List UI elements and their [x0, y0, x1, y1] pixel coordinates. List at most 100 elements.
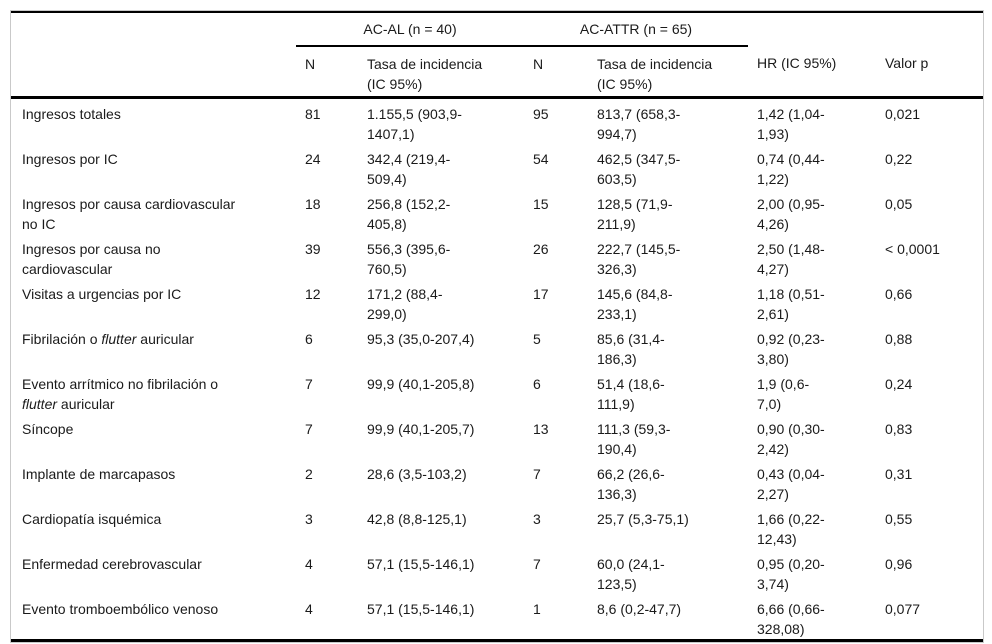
cell-tasa-acal: 57,1 (15,5-146,1) — [358, 593, 524, 642]
cell-tasa-acattr: 25,7 (5,3-75,1) — [597, 510, 689, 527]
cell-n-acattr: 7 — [533, 555, 541, 572]
table-row: Ingresos por causa cardiovascular no IC … — [11, 189, 983, 234]
table-row: Ingresos totales 81 1.155,5 (903,9- 1407… — [11, 97, 983, 144]
table-row: Evento arrítmico no fibrilación o flutte… — [11, 369, 983, 414]
cell-n-acal: 2 — [305, 465, 313, 482]
cell-n-acal: 3 — [305, 510, 313, 527]
cell-n-acal: 7 — [305, 375, 313, 392]
cell-tasa-acal: 342,4 (219,4- 509,4) — [367, 150, 451, 187]
row-label: Evento arrítmico no fibrilación o flutte… — [22, 375, 219, 412]
cell-tasa-acal: 556,3 (395,6- 760,5) — [367, 240, 451, 277]
cell-valor-p: 0,66 — [885, 285, 913, 302]
group-header-spacer — [11, 12, 296, 46]
cell-valor-p: 0,83 — [885, 420, 913, 437]
cell-valor-p: 0,55 — [885, 510, 913, 527]
cell-tasa-acal: 171,2 (88,4- 299,0) — [367, 285, 443, 322]
table-row: Enfermedad cerebrovascular 4 57,1 (15,5-… — [11, 549, 983, 594]
cell-tasa-acal: 99,9 (40,1-205,7) — [367, 420, 475, 437]
table-row: Cardiopatía isquémica 3 42,8 (8,8-125,1)… — [11, 504, 983, 549]
cell-n-acattr: 26 — [533, 240, 549, 257]
row-label: Ingresos por causa cardiovascular no IC — [22, 195, 236, 232]
cell-tasa-acattr: 462,5 (347,5- 603,5) — [597, 150, 681, 187]
cell-n-acal: 12 — [305, 285, 321, 302]
cell-hr: 0,92 (0,23- 3,80) — [757, 330, 825, 367]
cell-tasa-acattr: 51,4 (18,6- 111,9) — [597, 375, 665, 412]
cell-n-acal: 81 — [305, 105, 321, 122]
cell-tasa-acal: 99,9 (40,1-205,8) — [367, 375, 475, 392]
cell-hr: 6,66 (0,66- 328,08) — [748, 593, 876, 642]
cell-tasa-acal: 1.155,5 (903,9- 1407,1) — [367, 105, 462, 142]
cell-hr: 0,90 (0,30- 2,42) — [757, 420, 825, 457]
cell-n-acal: 39 — [305, 240, 321, 257]
column-header-row: N Tasa de incidencia (IC 95%) N Tasa de … — [11, 46, 983, 99]
cell-tasa-acattr: 222,7 (145,5- 326,3) — [597, 240, 681, 277]
cell-tasa-acattr: 111,3 (59,3- 190,4) — [597, 420, 671, 457]
cell-tasa-acal: 28,6 (3,5-103,2) — [367, 465, 467, 482]
col-header-tasa-acattr: Tasa de incidencia (IC 95%) — [588, 46, 748, 99]
cell-tasa-acal: 95,3 (35,0-207,4) — [367, 330, 475, 347]
cell-n-acattr: 17 — [533, 285, 549, 302]
cell-n-acattr: 3 — [533, 510, 541, 527]
cell-tasa-acal: 42,8 (8,8-125,1) — [367, 510, 467, 527]
col-header-hr: HR (IC 95%) — [748, 46, 876, 99]
cell-valor-p: 0,31 — [885, 465, 913, 482]
cell-n-acal: 24 — [305, 150, 321, 167]
group-header-row: AC-AL (n = 40) AC-ATTR (n = 65) — [11, 12, 983, 47]
col-header-n-acal: N — [296, 46, 358, 99]
cell-n-acal: 18 — [305, 195, 321, 212]
cell-valor-p: < 0,0001 — [885, 240, 940, 257]
row-label: Evento tromboembólico venoso — [11, 593, 296, 642]
table-row: Síncope 7 99,9 (40,1-205,7) 13 111,3 (59… — [11, 414, 983, 459]
table-row: Evento tromboembólico venoso 4 57,1 (15,… — [11, 593, 983, 642]
cell-n-acattr: 5 — [533, 330, 541, 347]
table-row: Ingresos por causa no cardiovascular 39 … — [11, 234, 983, 279]
cell-hr: 2,50 (1,48- 4,27) — [757, 240, 825, 277]
cell-hr: 1,42 (1,04- 1,93) — [757, 105, 825, 142]
cell-n-acattr: 6 — [533, 375, 541, 392]
group-header-spacer-hr — [748, 12, 876, 46]
row-label: Fibrilación o flutter auricular — [22, 330, 194, 347]
table-row: Fibrilación o flutter auricular 6 95,3 (… — [11, 324, 983, 369]
cell-hr: 0,95 (0,20- 3,74) — [757, 555, 825, 592]
cell-valor-p: 0,88 — [885, 330, 913, 347]
cell-valor-p: 0,05 — [885, 195, 913, 212]
row-label: Ingresos por IC — [22, 150, 118, 167]
table-body: Ingresos totales 81 1.155,5 (903,9- 1407… — [11, 97, 983, 642]
cell-hr: 0,74 (0,44- 1,22) — [757, 150, 825, 187]
cell-tasa-acattr: 85,6 (31,4- 186,3) — [597, 330, 665, 367]
cell-hr: 2,00 (0,95- 4,26) — [757, 195, 825, 232]
cell-tasa-acattr: 128,5 (71,9- 211,9) — [597, 195, 673, 232]
row-label: Visitas a urgencias por IC — [22, 285, 182, 302]
cell-n-acattr: 7 — [533, 465, 541, 482]
cell-n-acal: 7 — [305, 420, 313, 437]
col-header-tasa-acal: Tasa de incidencia (IC 95%) — [358, 46, 524, 99]
cell-n-acal: 4 — [305, 555, 313, 572]
cell-tasa-acal: 57,1 (15,5-146,1) — [367, 555, 475, 572]
incidence-table-grid: AC-AL (n = 40) AC-ATTR (n = 65) N Tasa d… — [11, 11, 983, 642]
row-label: Ingresos por causa no cardiovascular — [22, 240, 161, 277]
cell-n-acattr: 95 — [533, 105, 549, 122]
cell-valor-p: 0,077 — [876, 593, 983, 642]
col-header-outcome — [11, 46, 296, 99]
cell-valor-p: 0,22 — [885, 150, 913, 167]
cell-hr: 1,18 (0,51- 2,61) — [757, 285, 825, 322]
cell-tasa-acattr: 145,6 (84,8- 233,1) — [597, 285, 673, 322]
row-label: Ingresos totales — [22, 105, 121, 122]
table-header: AC-AL (n = 40) AC-ATTR (n = 65) N Tasa d… — [11, 12, 983, 99]
table-row: Ingresos por IC 24 342,4 (219,4- 509,4) … — [11, 144, 983, 189]
cell-tasa-acattr: 8,6 (0,2-47,7) — [588, 593, 748, 642]
cell-n-acal: 6 — [305, 330, 313, 347]
group-header-ac-al: AC-AL (n = 40) — [296, 12, 524, 47]
cell-tasa-acattr: 66,2 (26,6- 136,3) — [597, 465, 665, 502]
row-label: Implante de marcapasos — [22, 465, 176, 482]
cell-hr: 1,66 (0,22- 12,43) — [757, 510, 825, 547]
cell-n-acattr: 15 — [533, 195, 549, 212]
incidence-table: AC-AL (n = 40) AC-ATTR (n = 65) N Tasa d… — [10, 10, 984, 643]
row-label: Cardiopatía isquémica — [22, 510, 162, 527]
cell-tasa-acattr: 60,0 (24,1- 123,5) — [597, 555, 665, 592]
cell-n-acal: 4 — [296, 593, 358, 642]
group-header-ac-attr: AC-ATTR (n = 65) — [524, 12, 748, 47]
table-row: Visitas a urgencias por IC 12 171,2 (88,… — [11, 279, 983, 324]
cell-valor-p: 0,96 — [885, 555, 913, 572]
